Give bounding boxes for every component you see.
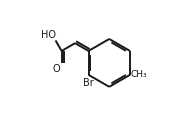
Text: O: O [53, 64, 60, 74]
Text: Br: Br [83, 78, 93, 88]
Text: HO: HO [41, 30, 56, 40]
Text: CH₃: CH₃ [131, 70, 148, 79]
